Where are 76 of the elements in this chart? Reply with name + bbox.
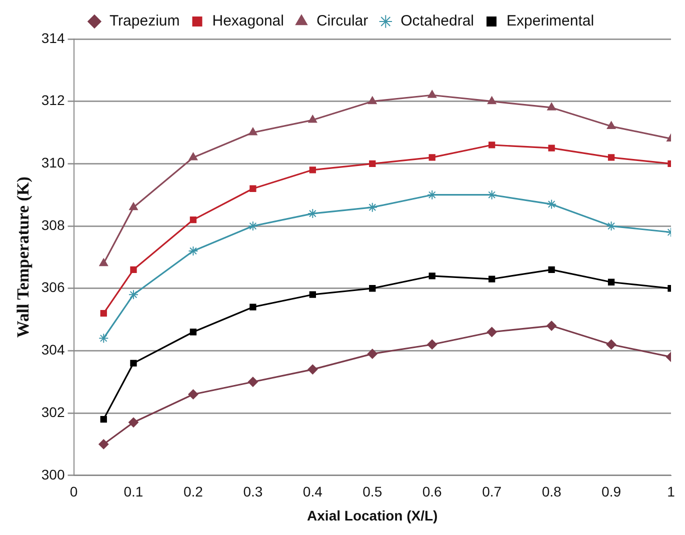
- point: [488, 276, 496, 282]
- legend-label: Trapezium: [109, 12, 180, 30]
- y-tick-label: 308: [41, 216, 65, 233]
- point: [190, 216, 197, 224]
- point: [606, 221, 616, 232]
- point: [548, 144, 555, 152]
- point: [546, 199, 557, 210]
- point: [428, 154, 436, 161]
- point: [546, 320, 557, 331]
- point: [100, 310, 107, 317]
- point: [248, 128, 258, 136]
- point: [309, 291, 316, 298]
- point: [188, 152, 198, 160]
- x-tick-label: 0.7: [482, 484, 502, 500]
- legend-label: Circular: [316, 12, 368, 30]
- point: [608, 278, 615, 286]
- y-tick-label: 314: [41, 30, 65, 46]
- point: [487, 96, 496, 104]
- point: [100, 416, 107, 423]
- point: [248, 221, 258, 232]
- y-tick-label: 302: [41, 404, 65, 420]
- x-tick-label: 0.4: [302, 484, 323, 500]
- y-axis-title: Wall Temperature (K): [14, 176, 33, 338]
- x-tick-label: 0.8: [542, 484, 562, 500]
- point: [248, 376, 258, 387]
- point: [428, 90, 436, 98]
- point: [486, 190, 497, 200]
- point: [250, 304, 256, 310]
- legend-label: Octahedral: [400, 12, 474, 30]
- y-tick-label: 304: [41, 342, 65, 358]
- point: [428, 272, 436, 280]
- point: [486, 327, 497, 338]
- point: [488, 142, 496, 148]
- legend-label: Experimental: [506, 12, 594, 30]
- point: [130, 266, 137, 273]
- x-tick-label: 0.2: [183, 484, 204, 500]
- point: [309, 166, 316, 174]
- point: [427, 339, 438, 350]
- point: [129, 202, 138, 210]
- y-tick-label: 312: [41, 92, 65, 108]
- point: [130, 360, 137, 367]
- y-tick-label: 300: [41, 466, 65, 482]
- point: [608, 154, 615, 161]
- x-axis-title: Axial Location (X/L): [307, 507, 438, 524]
- y-tick-label: 310: [41, 154, 65, 171]
- point: [99, 258, 108, 266]
- point: [548, 266, 555, 273]
- point: [98, 439, 109, 450]
- point: [606, 339, 616, 350]
- x-tick-label: 0.1: [124, 484, 144, 500]
- point: [188, 389, 198, 400]
- point: [368, 96, 377, 104]
- point: [547, 102, 556, 110]
- point: [367, 202, 378, 212]
- point: [308, 115, 318, 123]
- y-tick-label: 306: [41, 279, 65, 296]
- point: [427, 190, 438, 200]
- point: [188, 246, 198, 256]
- x-tick-label: 0.5: [362, 484, 382, 500]
- point: [308, 208, 318, 219]
- point: [369, 285, 376, 292]
- point: [367, 348, 378, 359]
- legend-label: Hexagonal: [212, 12, 284, 30]
- point: [128, 290, 138, 300]
- point: [250, 185, 256, 192]
- point: [369, 160, 376, 168]
- x-tick-label: 0.9: [602, 484, 622, 500]
- point: [308, 364, 318, 374]
- point: [190, 328, 197, 336]
- x-tick-label: 1: [667, 484, 676, 500]
- x-tick-label: 0.3: [243, 484, 263, 500]
- point: [606, 121, 616, 130]
- x-tick-label: 0: [70, 484, 78, 500]
- point: [128, 417, 138, 428]
- x-tick-label: 0.6: [422, 484, 442, 500]
- point: [98, 333, 109, 344]
